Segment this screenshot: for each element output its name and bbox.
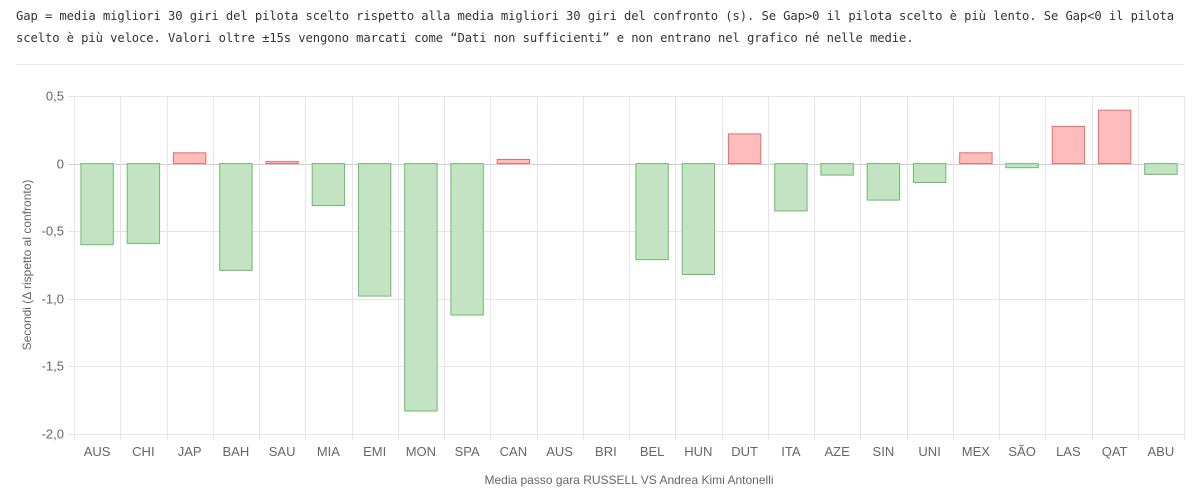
y-tick-label: -1,0 xyxy=(42,292,64,307)
bar-chi xyxy=(126,163,161,244)
bar-aus xyxy=(80,163,114,246)
x-tick-label: QAT xyxy=(1102,444,1128,459)
x-tick-label: ABU xyxy=(1148,444,1175,459)
bar-jap xyxy=(172,152,207,165)
bar-ita xyxy=(774,163,808,212)
bar-aze xyxy=(820,163,854,176)
x-tick-label: EMI xyxy=(363,444,386,459)
x-tick-label: MIA xyxy=(317,444,340,459)
bar-dut xyxy=(727,133,762,165)
x-tick-label: BAH xyxy=(223,444,250,459)
bar-bah xyxy=(219,163,253,271)
bar-abu xyxy=(1144,163,1178,175)
bar-mex xyxy=(959,152,993,165)
x-axis-title: Media passo gara RUSSELL VS Andrea Kimi … xyxy=(484,473,773,487)
y-tick-label: -2,0 xyxy=(42,427,64,442)
x-tick-label: HUN xyxy=(684,444,712,459)
x-tick-label: DUT xyxy=(731,444,758,459)
bar-hun xyxy=(681,163,716,276)
x-tick-label: SPA xyxy=(455,444,480,459)
bar-mia xyxy=(311,163,346,207)
x-tick-label: SIN xyxy=(873,444,895,459)
bar-can xyxy=(496,159,531,165)
x-tick-label: AUS xyxy=(546,444,573,459)
bar-sin xyxy=(866,163,901,201)
y-tick-label: 0 xyxy=(57,157,64,172)
x-tick-label: SÃO xyxy=(1008,444,1035,459)
x-tick-label: MEX xyxy=(962,444,991,459)
chart-description: Gap = media migliori 30 giri del pilota … xyxy=(16,9,1175,45)
x-tick-label: CAN xyxy=(500,444,527,459)
bar-las xyxy=(1051,125,1086,165)
bar-são xyxy=(1005,163,1039,169)
bar-uni xyxy=(912,163,947,184)
section-divider xyxy=(16,64,1184,65)
bar-mon xyxy=(404,163,438,412)
x-tick-label: BEL xyxy=(640,444,665,459)
bar-sau xyxy=(265,161,299,165)
y-tick-label: -0,5 xyxy=(42,224,64,239)
x-tick-label: AZE xyxy=(824,444,850,459)
x-tick-label: BRI xyxy=(595,444,617,459)
bar-emi xyxy=(357,163,392,297)
x-tick-label: MON xyxy=(406,444,436,459)
y-axis-title: Secondi (Δ rispetto al confronto) xyxy=(20,180,34,351)
y-tick-label: 0,5 xyxy=(46,89,64,104)
x-tick-label: JAP xyxy=(178,444,202,459)
x-tick-label: LAS xyxy=(1056,444,1081,459)
bar-qat xyxy=(1097,109,1132,165)
x-tick-label: ITA xyxy=(781,444,801,459)
bar-bel xyxy=(635,163,669,261)
x-tick-label: CHI xyxy=(132,444,154,459)
y-tick-label: -1,5 xyxy=(42,359,64,374)
bar-spa xyxy=(450,163,484,316)
x-tick-label: AUS xyxy=(84,444,111,459)
x-tick-label: UNI xyxy=(918,444,940,459)
x-tick-label: SAU xyxy=(269,444,296,459)
